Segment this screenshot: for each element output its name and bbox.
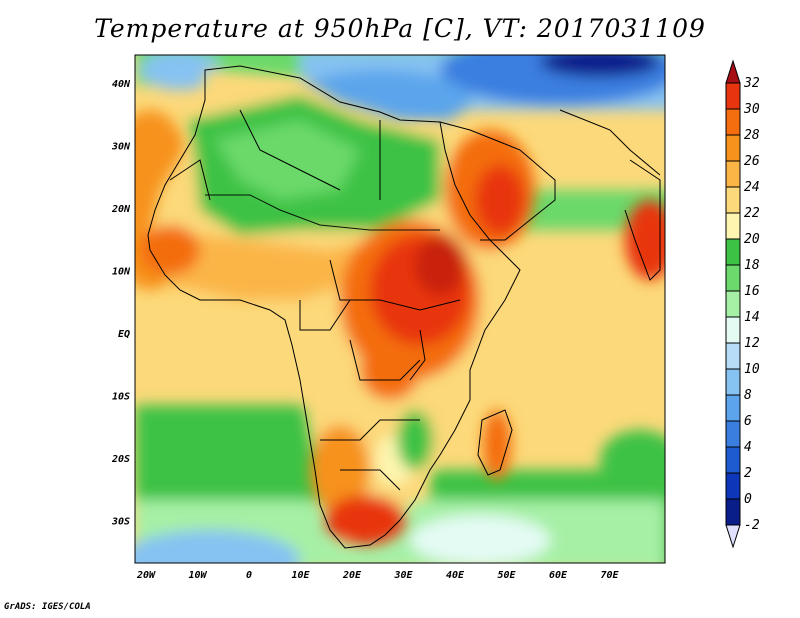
colorbar-swatch xyxy=(725,134,741,162)
colorbar-swatch xyxy=(725,368,741,396)
map-title: Temperature at 950hPa [C], VT: 201703110… xyxy=(94,14,706,43)
colorbar-label: 20 xyxy=(744,232,760,247)
colorbar-swatch xyxy=(725,498,741,526)
lon-tick-label: 20E xyxy=(342,570,362,581)
colorbar-swatch xyxy=(725,264,741,292)
lat-tick-label: 30S xyxy=(111,517,130,528)
lat-tick-label: EQ xyxy=(118,329,130,340)
colorbar-label: 32 xyxy=(743,76,760,91)
colorbar-label: 22 xyxy=(744,206,760,221)
colorbar-swatch xyxy=(725,108,741,136)
longitude-axis: 20W 10W 0 10E 20E 30E 40E 50E 60E 70E xyxy=(136,570,620,581)
colorbar-bottom-arrow xyxy=(725,524,741,549)
latitude-axis: 40N 30N 20N 10N EQ 10S 20S 30S xyxy=(111,79,131,528)
colorbar-label: 16 xyxy=(744,284,760,299)
colorbar-swatch xyxy=(725,290,741,318)
colorbar-top-arrow xyxy=(725,59,741,84)
colorbar-label: 14 xyxy=(744,310,760,325)
lon-tick-label: 40E xyxy=(446,570,465,581)
lon-tick-label: 0 xyxy=(246,570,252,581)
colorbar-swatch xyxy=(725,472,741,500)
colorbar-label: 10 xyxy=(744,362,760,377)
colorbar-label: 6 xyxy=(744,414,752,429)
lon-tick-label: 10E xyxy=(291,570,310,581)
lon-tick-label: 30E xyxy=(393,570,413,581)
colorbar-label: 4 xyxy=(744,440,752,455)
colorbar-swatch xyxy=(725,394,741,422)
lon-tick-label: 70E xyxy=(600,570,619,581)
temperature-field xyxy=(135,55,665,563)
colorbar-swatch xyxy=(725,420,741,448)
colorbar-label: 8 xyxy=(744,388,752,403)
lat-tick-label: 40N xyxy=(112,79,131,90)
colorbar-label: 12 xyxy=(744,336,760,351)
lon-tick-label: 20W xyxy=(136,570,156,581)
colorbar-swatch xyxy=(725,160,741,188)
colorbar-label: 26 xyxy=(744,154,760,169)
lat-tick-label: 20S xyxy=(111,454,130,465)
colorbar-swatch xyxy=(725,212,741,240)
colorbar-label: 18 xyxy=(744,258,760,273)
lon-tick-label: 60E xyxy=(549,570,568,581)
colorbar-swatch xyxy=(725,446,741,474)
colorbar-label: 0 xyxy=(744,492,752,507)
footer-credit: GrADS: IGES/COLA xyxy=(4,602,91,612)
colorbar-swatch xyxy=(725,186,741,214)
colorbar-label: 28 xyxy=(744,128,760,143)
lat-tick-label: 30N xyxy=(111,142,131,153)
lat-tick-label: 10S xyxy=(112,392,130,403)
lon-tick-label: 10W xyxy=(188,570,207,581)
colorbar-label: 30 xyxy=(743,102,760,117)
lon-tick-label: 50E xyxy=(497,570,516,581)
colorbar-label: 24 xyxy=(744,180,760,195)
lat-tick-label: 20N xyxy=(111,204,131,215)
colorbar-swatch xyxy=(725,342,741,370)
colorbar-swatch xyxy=(725,316,741,344)
colorbar-swatch xyxy=(725,238,741,266)
colorbar-swatch xyxy=(725,82,741,110)
colorbar-label: 2 xyxy=(744,466,752,481)
lat-tick-label: 10N xyxy=(112,267,131,278)
colorbar-label: -2 xyxy=(744,518,760,533)
